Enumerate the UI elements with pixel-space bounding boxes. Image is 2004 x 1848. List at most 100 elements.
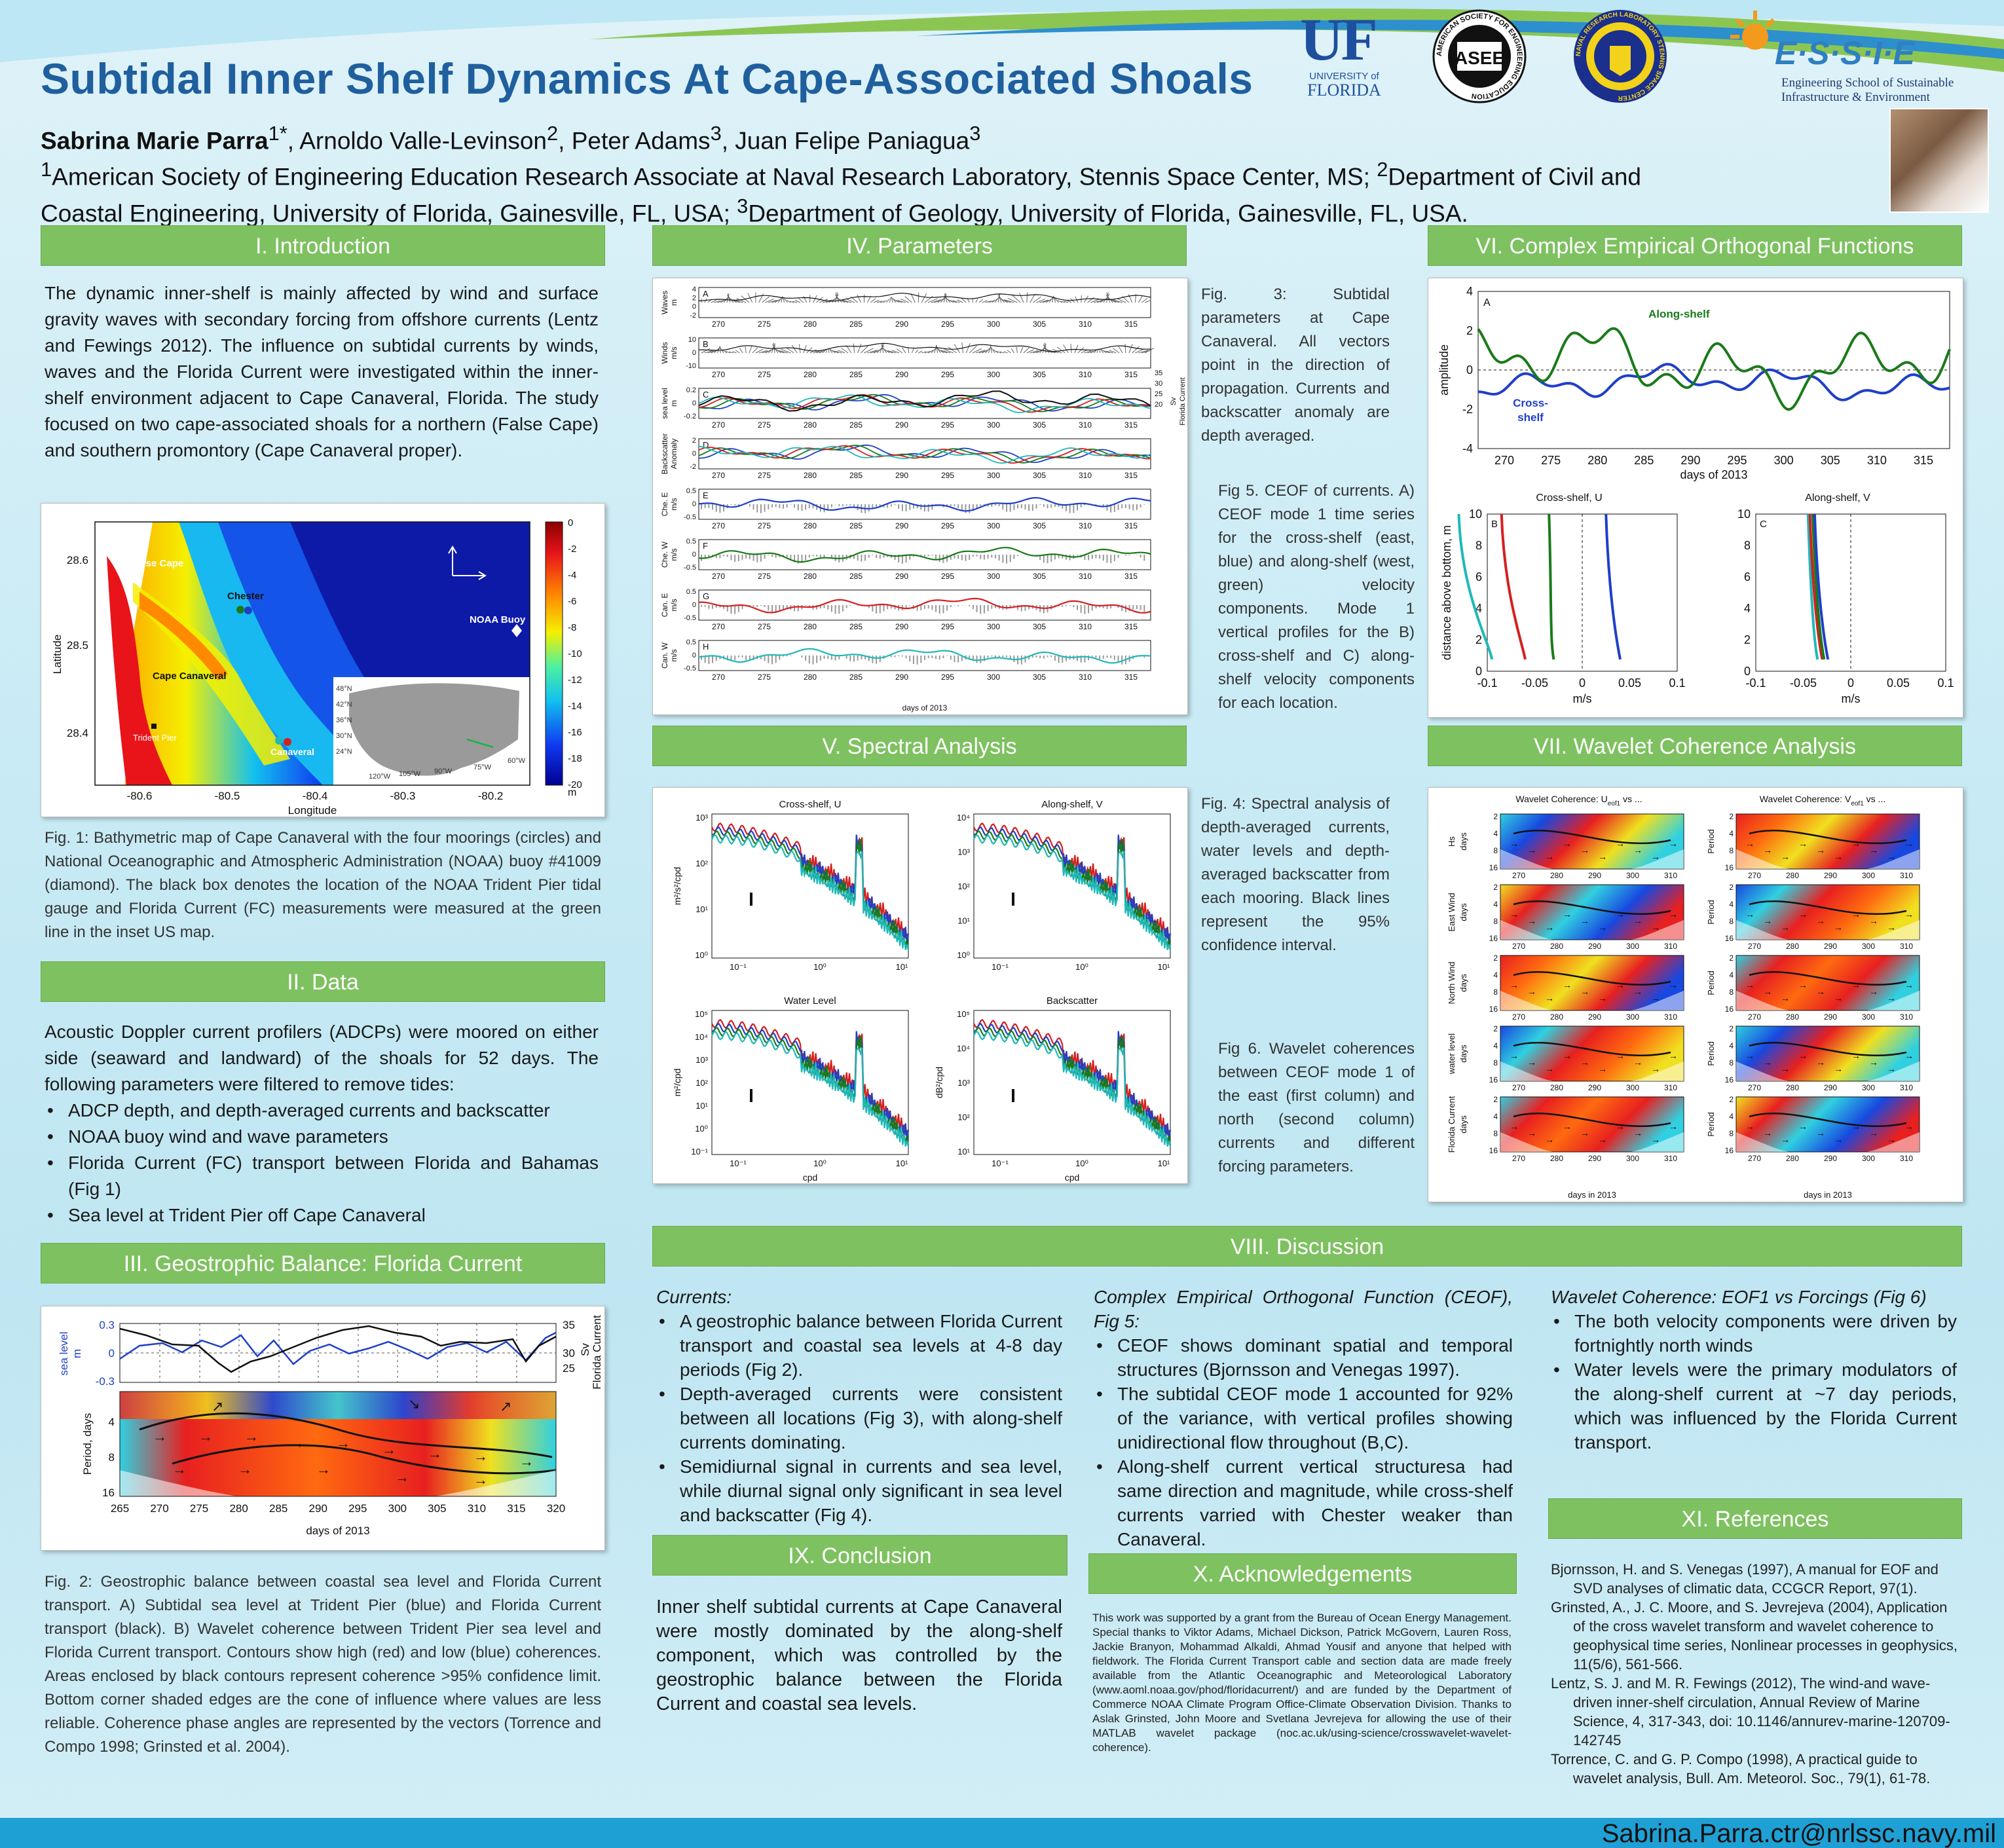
fig5a-ylabel: amplitude bbox=[1438, 344, 1451, 396]
discussion-col3-title: Wavelet Coherence: EOF1 vs Forcings (Fig… bbox=[1551, 1287, 1927, 1307]
fig3-vector bbox=[853, 343, 855, 354]
acknowledgements-text: This work was supported by a grant from … bbox=[1092, 1612, 1512, 1754]
fig3-vector bbox=[1007, 297, 1018, 303]
fig3-vector bbox=[1056, 346, 1066, 354]
fig6-row-label: Hs bbox=[1447, 836, 1457, 847]
fig3-xtick: 310 bbox=[1079, 673, 1092, 682]
fig3-xtick: 315 bbox=[1124, 370, 1138, 379]
fig3-vector bbox=[1117, 345, 1123, 354]
fig3-ytick: 0.5 bbox=[686, 638, 696, 646]
fig6-phase-arrow: → bbox=[1563, 1050, 1572, 1061]
fig6-phase-arrow: → bbox=[1633, 845, 1642, 855]
asee-logo-text: ASEE bbox=[1455, 48, 1504, 68]
fig6-ytick: 2 bbox=[1493, 883, 1498, 892]
fig6-left-unit: days bbox=[1458, 832, 1468, 851]
svg-text:→: → bbox=[428, 1445, 442, 1462]
fig6-phase-arrow: → bbox=[1598, 1063, 1607, 1074]
fig6-phase-arrow: → bbox=[1580, 845, 1589, 855]
reference-item: Lentz, S. J. and M. R. Fewings (2012), T… bbox=[1551, 1675, 1950, 1748]
fig6-coherence-panel bbox=[1500, 884, 1684, 940]
fig3-xtick: 295 bbox=[941, 572, 954, 581]
fig2-xtick: 305 bbox=[428, 1502, 446, 1515]
fig6-ytick: 8 bbox=[1729, 917, 1734, 926]
fig2-xtick: 320 bbox=[547, 1502, 565, 1515]
fig3-xtick: 275 bbox=[758, 622, 771, 631]
fig6-phase-arrow: → bbox=[1834, 922, 1843, 933]
fig3-vector bbox=[887, 350, 897, 354]
fig6-phase-arrow: → bbox=[1763, 986, 1772, 997]
fig3-vector bbox=[910, 293, 916, 303]
fig3-vector bbox=[908, 347, 910, 354]
fig3-vector bbox=[1033, 296, 1041, 303]
contact-email[interactable]: Sabrina.Parra.ctr@nrlssc.navy.mil bbox=[1601, 1819, 1996, 1848]
fig3-vector bbox=[924, 350, 931, 354]
fig6-xtick: 280 bbox=[1550, 871, 1563, 880]
fig3-vector bbox=[846, 345, 852, 354]
fig3-ytick: -2 bbox=[690, 463, 696, 471]
fig3-xtick: 315 bbox=[1124, 420, 1138, 430]
inset-lon-1: 120°W bbox=[369, 773, 391, 781]
fig3-vector bbox=[1052, 295, 1054, 303]
fig6-xtick: 300 bbox=[1862, 1012, 1875, 1022]
fig2-xtick: 310 bbox=[468, 1502, 486, 1515]
fig6-coherence-panel bbox=[1735, 1096, 1920, 1153]
fig4-ytick: 10² bbox=[957, 881, 970, 891]
fig6-phase-arrow: → bbox=[1851, 1121, 1861, 1132]
fig3-xtick: 305 bbox=[1033, 320, 1046, 329]
fig6-ytick: 16 bbox=[1725, 1075, 1734, 1084]
fig6-phase-arrow: → bbox=[1563, 909, 1572, 919]
fig6-phase-arrow: → bbox=[1781, 1063, 1790, 1074]
fig6-ytick: 4 bbox=[1729, 970, 1734, 980]
fig3-vector bbox=[931, 347, 937, 354]
fig3-vector bbox=[842, 299, 852, 303]
fig3-vector bbox=[813, 350, 820, 354]
fig3-vector bbox=[1061, 301, 1066, 303]
fig6-phase-arrow: → bbox=[1580, 915, 1589, 926]
fig5-profile-xtick: 0 bbox=[1847, 676, 1854, 690]
data-intro: Acoustic Doppler current profilers (ADCP… bbox=[45, 1022, 599, 1094]
affiliations: 1American Society of Engineering Educati… bbox=[41, 155, 1652, 229]
affil-2: Department of Civil and Coastal Engineer… bbox=[41, 163, 1641, 227]
fig6-row-label: water level bbox=[1447, 1033, 1457, 1075]
fig3-xtick: 275 bbox=[758, 673, 771, 682]
fig3-xtick: 300 bbox=[987, 572, 1000, 581]
fig6-xtick: 300 bbox=[1626, 1154, 1639, 1163]
fig4-panel bbox=[711, 813, 909, 959]
fig6-phase-arrow: → bbox=[1763, 845, 1772, 855]
fig5-profile-letter: C bbox=[1760, 519, 1767, 530]
fig3-xtick: 285 bbox=[849, 320, 863, 329]
fig6-xtick: 270 bbox=[1512, 871, 1525, 880]
fig3-vector bbox=[1023, 347, 1030, 354]
map-label-false-cape: False Cape bbox=[132, 558, 183, 569]
fig6-col-title-sub: eof1 bbox=[1608, 800, 1621, 807]
fig6-cone-left bbox=[1500, 1132, 1553, 1152]
fig3-vector bbox=[857, 343, 862, 354]
fig6-ytick: 8 bbox=[1493, 917, 1498, 926]
section-header-ceof: VI. Complex Empirical Orthogonal Functio… bbox=[1428, 225, 1962, 266]
svg-text:→: → bbox=[473, 1448, 488, 1464]
fig6-ytick: 16 bbox=[1489, 1075, 1498, 1084]
fig6-phase-arrow: → bbox=[1904, 1121, 1914, 1132]
fig6-col-title-sub: eof1 bbox=[1851, 800, 1864, 807]
fig6-phase-arrow: → bbox=[1669, 1121, 1678, 1132]
fig6-cone-right bbox=[1631, 920, 1684, 940]
fig5-profile-ytick: 6 bbox=[1744, 570, 1751, 583]
fig4-xtick: 10⁰ bbox=[813, 1158, 826, 1168]
fig6-contour bbox=[1513, 1112, 1671, 1128]
fig4-spectrum bbox=[711, 1030, 910, 1147]
fig6-phase-arrow: → bbox=[1904, 838, 1914, 849]
fig5-profile-line bbox=[1605, 513, 1622, 660]
fig3-ytick: 0 bbox=[692, 551, 696, 559]
fig3-xtick: 285 bbox=[849, 471, 863, 480]
fig6-cone-left bbox=[1500, 849, 1553, 869]
discussion-bullet: The subtidal CEOF mode 1 accounted for 9… bbox=[1094, 1382, 1513, 1454]
fig5-profile-line bbox=[1811, 513, 1826, 660]
fig6-xtick: 290 bbox=[1824, 1012, 1837, 1022]
references-list: Bjornsson, H. and S. Venegas (1997), A m… bbox=[1551, 1560, 1961, 1788]
fig6-ytick: 16 bbox=[1725, 863, 1734, 872]
fig3-vector bbox=[837, 350, 845, 354]
fig4-ytick: 10¹ bbox=[957, 1147, 970, 1156]
fig3-vector bbox=[736, 298, 747, 303]
fig4-spectrum bbox=[973, 834, 1172, 951]
fig6-right-unit: Period bbox=[1706, 900, 1716, 925]
